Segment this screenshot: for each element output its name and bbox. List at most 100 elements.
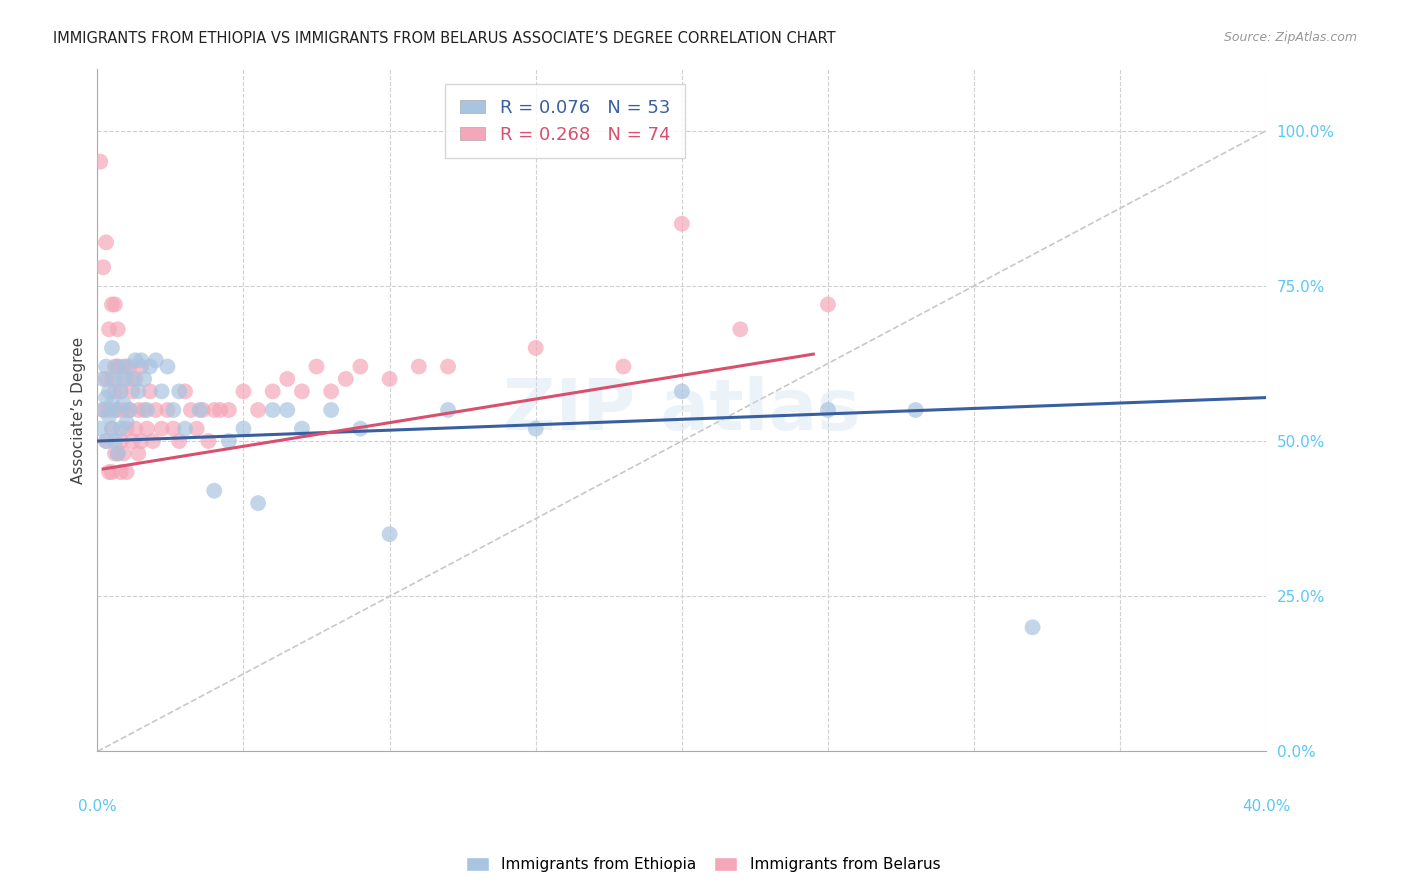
Point: [110, 422, 132, 436]
Point: [129, 359, 152, 374]
Point: [107, 403, 129, 417]
Point: [167, 384, 190, 399]
Point: [150, 384, 173, 399]
Point: [202, 483, 225, 498]
Point: [101, 372, 124, 386]
Text: IMMIGRANTS FROM ETHIOPIA VS IMMIGRANTS FROM BELARUS ASSOCIATE’S DEGREE CORRELATI: IMMIGRANTS FROM ETHIOPIA VS IMMIGRANTS F…: [53, 31, 837, 46]
Point: [107, 446, 129, 460]
Point: [197, 434, 219, 448]
Point: [817, 403, 839, 417]
Point: [262, 384, 284, 399]
Point: [136, 422, 159, 436]
Point: [127, 403, 149, 417]
Point: [156, 403, 179, 417]
Point: [904, 403, 927, 417]
Point: [110, 434, 132, 448]
Point: [218, 434, 240, 448]
Point: [121, 434, 143, 448]
Point: [378, 372, 401, 386]
Point: [321, 403, 343, 417]
Point: [121, 384, 143, 399]
Point: [218, 403, 240, 417]
Point: [180, 403, 202, 417]
Point: [276, 372, 298, 386]
Point: [110, 465, 132, 479]
Point: [101, 341, 124, 355]
Point: [107, 359, 129, 374]
Point: [127, 446, 149, 460]
Text: ZIP atlas: ZIP atlas: [503, 376, 860, 444]
Legend: R = 0.076   N = 53, R = 0.268   N = 74: R = 0.076 N = 53, R = 0.268 N = 74: [446, 85, 685, 158]
Point: [118, 403, 141, 417]
Point: [98, 322, 121, 336]
Point: [112, 403, 135, 417]
Point: [98, 465, 121, 479]
Point: [104, 384, 127, 399]
Point: [232, 384, 254, 399]
Point: [107, 359, 129, 374]
Point: [124, 372, 146, 386]
Point: [156, 359, 179, 374]
Point: [110, 384, 132, 399]
Point: [202, 403, 225, 417]
Point: [437, 403, 460, 417]
Point: [98, 409, 121, 424]
Point: [110, 384, 132, 399]
Point: [101, 422, 124, 436]
Point: [104, 297, 127, 311]
Point: [132, 372, 155, 386]
Point: [378, 527, 401, 541]
Point: [291, 422, 314, 436]
Point: [671, 384, 693, 399]
Point: [247, 403, 270, 417]
Point: [94, 235, 117, 250]
Point: [136, 403, 159, 417]
Point: [145, 353, 167, 368]
Point: [132, 403, 155, 417]
Point: [247, 496, 270, 510]
Point: [127, 384, 149, 399]
Point: [150, 422, 173, 436]
Point: [262, 403, 284, 417]
Point: [115, 416, 138, 430]
Point: [142, 434, 165, 448]
Point: [167, 434, 190, 448]
Legend: Immigrants from Ethiopia, Immigrants from Belarus: Immigrants from Ethiopia, Immigrants fro…: [458, 849, 948, 880]
Point: [612, 359, 634, 374]
Point: [112, 372, 135, 386]
Point: [104, 446, 127, 460]
Point: [104, 372, 127, 386]
Point: [115, 422, 138, 436]
Point: [112, 397, 135, 411]
Point: [115, 359, 138, 374]
Point: [524, 422, 547, 436]
Point: [94, 434, 117, 448]
Point: [191, 403, 214, 417]
Point: [98, 403, 121, 417]
Point: [112, 446, 135, 460]
Point: [129, 434, 152, 448]
Point: [104, 434, 127, 448]
Point: [101, 297, 124, 311]
Point: [730, 322, 752, 336]
Point: [209, 403, 232, 417]
Point: [321, 384, 343, 399]
Point: [118, 359, 141, 374]
Point: [121, 372, 143, 386]
Point: [104, 403, 127, 417]
Point: [145, 403, 167, 417]
Point: [817, 297, 839, 311]
Point: [91, 372, 114, 386]
Point: [91, 403, 114, 417]
Point: [291, 384, 314, 399]
Point: [124, 422, 146, 436]
Point: [349, 359, 371, 374]
Point: [139, 384, 162, 399]
Point: [115, 372, 138, 386]
Point: [671, 217, 693, 231]
Point: [94, 391, 117, 405]
Point: [94, 434, 117, 448]
Point: [408, 359, 430, 374]
Point: [305, 359, 328, 374]
Point: [101, 422, 124, 436]
